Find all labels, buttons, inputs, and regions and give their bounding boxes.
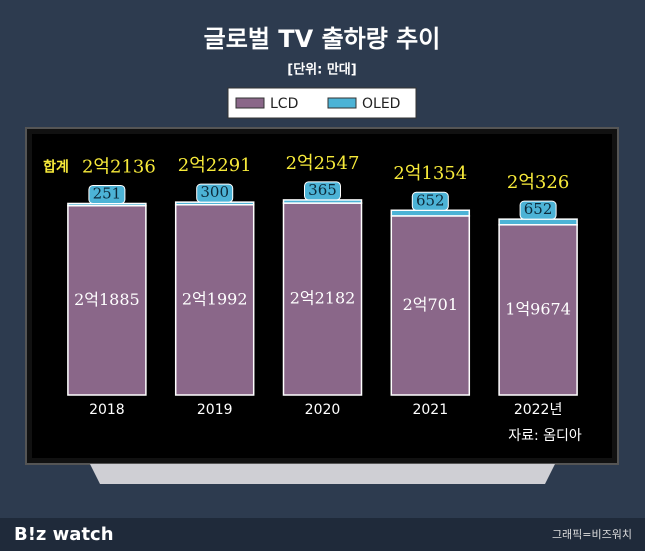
x-tick-label: 2022년 xyxy=(514,402,563,418)
value-label-bg xyxy=(411,191,449,211)
bar-segment xyxy=(390,209,471,217)
legend-label: LCD xyxy=(270,96,298,112)
x-tick-label: 2021 xyxy=(412,402,448,418)
bar-segment xyxy=(390,215,471,396)
value-label-bg xyxy=(88,184,126,204)
value-label: 2억1992 xyxy=(182,289,248,308)
value-label: 652 xyxy=(416,191,445,209)
footer-brand: B!z watch xyxy=(14,524,114,545)
bar-segment xyxy=(498,224,578,396)
x-tick-label: 2019 xyxy=(197,402,233,418)
x-tick-label: 2018 xyxy=(89,402,125,418)
x-tick-label: 2020 xyxy=(305,402,341,418)
value-label: 251 xyxy=(93,184,122,202)
total-prefix: 합계 xyxy=(43,158,69,175)
value-label-bg xyxy=(519,200,557,220)
bar-segment xyxy=(498,218,578,226)
bar-segment xyxy=(67,204,147,396)
total-label: 2억2291 xyxy=(178,155,252,176)
value-label-bg xyxy=(196,183,234,203)
value-label: 2억701 xyxy=(403,295,458,314)
value-label-bg xyxy=(304,181,341,201)
total-label: 2억2547 xyxy=(286,153,360,174)
value-label: 652 xyxy=(524,200,553,218)
value-label: 2억1885 xyxy=(74,290,140,309)
chart-subtitle: [단위: 만대] xyxy=(287,62,356,78)
footer-bar xyxy=(0,518,645,551)
value-label: 300 xyxy=(200,183,229,201)
total-label: 2억326 xyxy=(507,172,569,193)
value-label: 1억9674 xyxy=(505,299,571,318)
legend-label: OLED xyxy=(362,96,400,112)
chart-title: 글로벌 TV 출하량 추이 xyxy=(204,25,441,53)
legend-swatch xyxy=(235,97,265,109)
value-label: 365 xyxy=(308,181,337,199)
bar-segment xyxy=(282,202,363,396)
legend-swatch xyxy=(327,97,357,109)
footer-credit: 그래픽=비즈워치 xyxy=(552,528,632,541)
total-label: 2억1354 xyxy=(393,163,467,184)
value-label: 2억2182 xyxy=(290,289,356,308)
tv-stand xyxy=(90,464,555,484)
total-label: 2억2136 xyxy=(82,156,156,177)
source-note: 자료: 옴디아 xyxy=(508,428,582,444)
